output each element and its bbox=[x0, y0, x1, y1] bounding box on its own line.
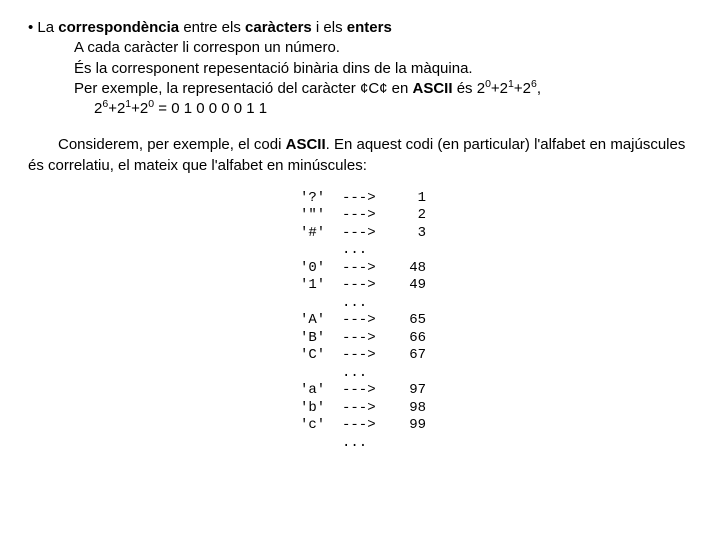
sub3-bold: ASCII bbox=[413, 80, 453, 97]
paragraph-ascii: Considerem, per exemple, el codi ASCII. … bbox=[28, 135, 698, 176]
sub3-b: és 2 bbox=[453, 80, 486, 97]
bullet-bold-1: correspondència bbox=[58, 19, 179, 36]
para-a: Considerem, per exemple, el codi bbox=[58, 136, 286, 153]
sub3-e: , bbox=[537, 80, 541, 97]
bullet-sub-2: És la corresponent repesentació binària … bbox=[74, 59, 698, 79]
ascii-table: '?' ---> 1 '"' ---> 2 '#' ---> 3 ... '0'… bbox=[300, 190, 426, 453]
sub4-b: +2 bbox=[108, 100, 125, 117]
sub3-d: +2 bbox=[514, 80, 531, 97]
bullet-mid-2: i els bbox=[312, 19, 347, 36]
bullet-sub-3: Per exemple, la representació del caràct… bbox=[74, 79, 698, 99]
sub4-c: +2 bbox=[131, 100, 148, 117]
bullet-mid-1: entre els bbox=[179, 19, 245, 36]
bullet-bold-3: enters bbox=[347, 19, 392, 36]
sub3-c: +2 bbox=[491, 80, 508, 97]
bullet-lead: • La bbox=[28, 19, 58, 36]
document-page: • La correspondència entre els caràcters… bbox=[0, 0, 720, 462]
bullet-bold-2: caràcters bbox=[245, 19, 312, 36]
ascii-table-wrap: '?' ---> 1 '"' ---> 2 '#' ---> 3 ... '0'… bbox=[28, 176, 698, 453]
bullet-heading: • La correspondència entre els caràcters… bbox=[28, 18, 698, 38]
para-bold: ASCII bbox=[286, 136, 326, 153]
sub3-a: Per exemple, la representació del caràct… bbox=[74, 80, 413, 97]
sub4-d: = 0 1 0 0 0 0 1 1 bbox=[154, 100, 267, 117]
bullet-sub-1: A cada caràcter li correspon un número. bbox=[74, 38, 698, 58]
bullet-sub-4: 26+21+20 = 0 1 0 0 0 0 1 1 bbox=[94, 99, 698, 119]
